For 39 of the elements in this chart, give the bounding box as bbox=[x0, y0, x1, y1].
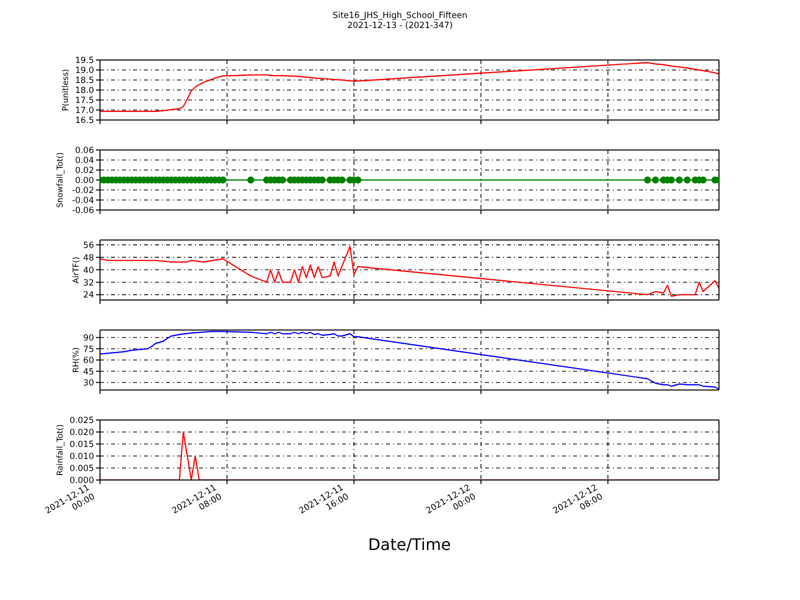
y-tick-label: 0.04 bbox=[75, 156, 94, 166]
y-tick-label: -0.06 bbox=[72, 206, 94, 216]
y-axis-title: Snowfall_Tot() bbox=[55, 152, 64, 208]
y-tick-label: 40 bbox=[83, 266, 94, 276]
y-tick-label: 0.00 bbox=[75, 176, 94, 186]
y-tick-label: 18.0 bbox=[75, 86, 94, 96]
y-tick-label: -0.04 bbox=[72, 196, 94, 206]
y-tick-label: 48 bbox=[83, 253, 94, 264]
chart-title: Site16_JHS_High_School_Fifteen bbox=[332, 11, 468, 21]
y-tick-label: 56 bbox=[83, 240, 94, 251]
y-tick-label: 19.0 bbox=[75, 66, 94, 76]
y-tick-label: 75 bbox=[83, 344, 94, 355]
line-series bbox=[100, 62, 719, 112]
y-axis-title: RH(%) bbox=[70, 347, 80, 373]
y-tick-label: 32 bbox=[83, 278, 94, 288]
y-tick-label: 0.005 bbox=[70, 464, 94, 474]
y-axis-title: AirTF() bbox=[70, 256, 80, 284]
y-tick-label: 60 bbox=[83, 356, 94, 366]
y-tick-label: 18.5 bbox=[75, 76, 94, 86]
x-axis-title: Date/Time bbox=[368, 535, 451, 554]
y-tick-label: 19.5 bbox=[75, 56, 94, 66]
y-tick-label: 16.5 bbox=[75, 116, 94, 126]
y-tick-label: 0.025 bbox=[70, 416, 94, 426]
y-tick-label: -0.02 bbox=[72, 186, 94, 196]
y-tick-label: 24 bbox=[83, 290, 94, 301]
y-tick-label: 0.02 bbox=[75, 166, 94, 176]
y-tick-label: 0.015 bbox=[70, 440, 94, 450]
y-tick-label: 17.0 bbox=[75, 106, 94, 116]
y-tick-label: 0.010 bbox=[70, 452, 94, 462]
y-tick-label: 17.5 bbox=[75, 96, 94, 106]
y-tick-label: 45 bbox=[83, 367, 94, 378]
y-tick-label: 90 bbox=[83, 334, 94, 344]
y-axis-title: P(unitless) bbox=[60, 68, 70, 112]
y-tick-label: 0.06 bbox=[75, 146, 94, 156]
y-tick-label: 0.020 bbox=[70, 428, 94, 438]
y-tick-label: 30 bbox=[83, 378, 94, 389]
line-series bbox=[100, 246, 719, 297]
y-axis-title: Rainfall_Tot() bbox=[55, 424, 64, 476]
chart-subtitle: 2021-12-13 - (2021-347) bbox=[347, 21, 453, 31]
